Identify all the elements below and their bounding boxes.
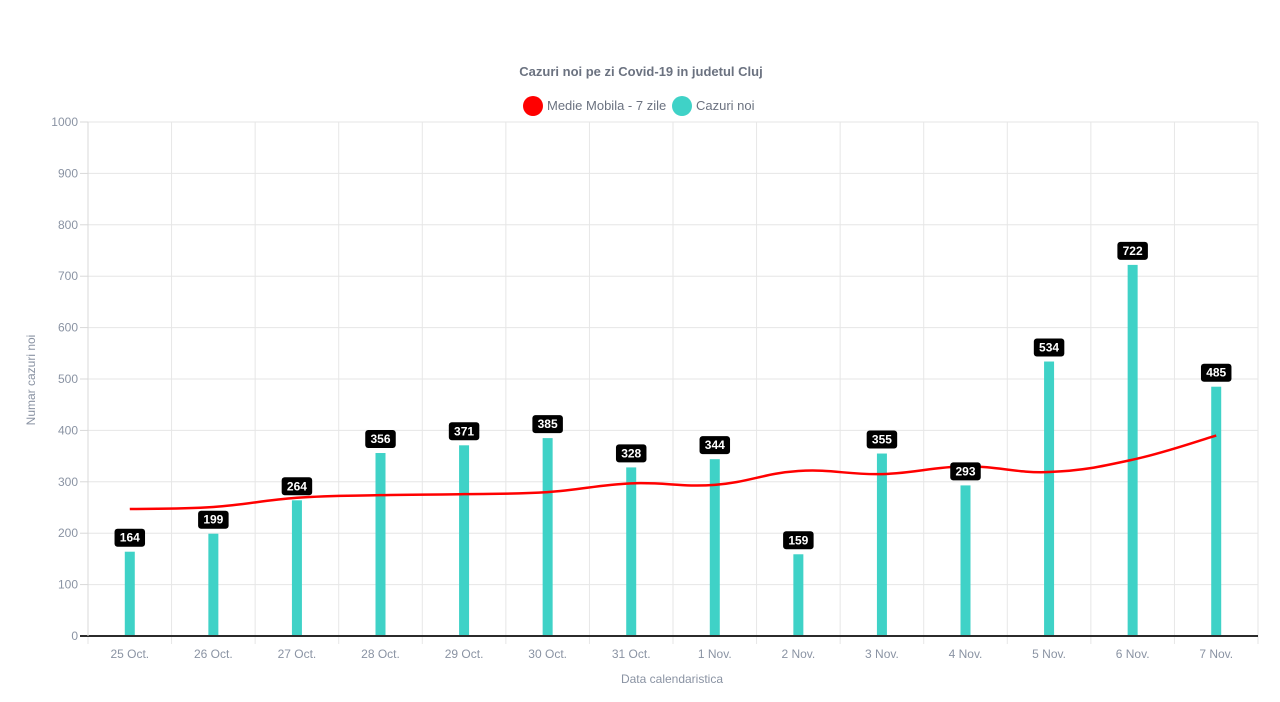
y-tick-label: 900: [58, 166, 78, 180]
data-label: 164: [120, 531, 140, 545]
axes: 0 100 200 300 400 500 600 700 800 900 1000 25 Oct. 2…: [51, 115, 1258, 661]
x-axis-title: Data calendaristica: [621, 672, 723, 686]
data-label: 355: [872, 433, 892, 447]
bar-6-nov[interactable]: [1127, 264, 1138, 636]
data-label-box: [866, 430, 898, 449]
bar-31-oct[interactable]: [626, 467, 637, 636]
data-labels: 164 199 264 356 371 385 328 344 159 355 293 534 722 4…: [114, 241, 1232, 550]
data-label: 344: [705, 438, 725, 452]
data-label-box: [365, 430, 396, 449]
data-label: 371: [454, 424, 474, 438]
x-tick-label: 1 Nov.: [698, 647, 732, 661]
x-tick-label: 29 Oct.: [445, 647, 484, 661]
x-tick-label: 2 Nov.: [781, 647, 815, 661]
y-tick-label: 800: [58, 218, 78, 232]
y-tick-label: 500: [58, 372, 78, 386]
data-label: 356: [370, 432, 390, 446]
y-axis-title: Numar cazuri noi: [24, 335, 38, 426]
data-label-box: [783, 531, 814, 550]
bar-3-nov[interactable]: [876, 453, 887, 636]
legend-label-moving-average: Medie Mobila - 7 zile: [547, 98, 666, 113]
y-tick-label: 400: [58, 423, 78, 437]
legend-marker-moving-average: [523, 96, 543, 116]
data-label-box: [198, 510, 229, 529]
bar-4-nov[interactable]: [960, 485, 971, 636]
data-label: 328: [621, 446, 641, 460]
moving-average-line[interactable]: [129, 434, 1217, 511]
x-tick-label: 31 Oct.: [612, 647, 651, 661]
x-tick-label: 7 Nov.: [1199, 647, 1233, 661]
line-series: [129, 434, 1217, 511]
y-tick-label: 300: [58, 475, 78, 489]
y-tick-label: 200: [58, 526, 78, 540]
x-tick-label: 6 Nov.: [1116, 647, 1150, 661]
bar-1-nov[interactable]: [709, 459, 720, 636]
x-tick-label: 4 Nov.: [949, 647, 983, 661]
chart-title: Cazuri noi pe zi Covid-19 in judetul Clu…: [519, 64, 762, 79]
data-label: 485: [1206, 366, 1226, 380]
x-tick-label: 28 Oct.: [361, 647, 400, 661]
data-label-box: [615, 444, 647, 463]
x-tick-label: 26 Oct.: [194, 647, 233, 661]
bar-30-oct[interactable]: [542, 438, 553, 636]
data-label-box: [699, 436, 731, 455]
data-label-box: [114, 528, 146, 547]
bar-27-oct[interactable]: [291, 500, 302, 636]
data-label-box: [950, 462, 981, 481]
legend-item-new-cases[interactable]: Cazuri noi: [672, 96, 755, 116]
x-tick-label: 3 Nov.: [865, 647, 899, 661]
y-tick-label: 1000: [51, 115, 78, 129]
bar-25-oct[interactable]: [124, 551, 135, 636]
data-label-box: [1200, 363, 1232, 382]
y-tick-label: 100: [58, 578, 78, 592]
data-label: 534: [1039, 341, 1059, 355]
bar-5-nov[interactable]: [1044, 361, 1055, 636]
data-label-box: [448, 422, 480, 441]
x-tick-label: 5 Nov.: [1032, 647, 1066, 661]
bar-2-nov[interactable]: [793, 554, 804, 636]
bar-7-nov[interactable]: [1211, 386, 1222, 636]
x-tick-label: 30 Oct.: [528, 647, 567, 661]
grid: [80, 121, 1259, 644]
data-label-box: [1117, 241, 1148, 260]
data-label: 159: [788, 533, 808, 547]
legend-marker-new-cases: [672, 96, 692, 116]
data-label-box: [1033, 338, 1065, 357]
bar-26-oct[interactable]: [208, 533, 219, 636]
x-tick-label: 25 Oct.: [110, 647, 149, 661]
data-label: 293: [955, 464, 975, 478]
bar-series: [124, 264, 1222, 636]
legend-label-new-cases: Cazuri noi: [696, 98, 755, 113]
x-tick-label: 27 Oct.: [278, 647, 317, 661]
y-tick-label: 0: [71, 629, 78, 643]
data-label-box: [532, 415, 563, 434]
data-label: 264: [287, 479, 307, 493]
bar-28-oct[interactable]: [375, 453, 386, 636]
y-tick-label: 700: [58, 269, 78, 283]
bar-29-oct[interactable]: [459, 445, 470, 636]
legend: Medie Mobila - 7 zile Cazuri noi: [523, 96, 755, 116]
data-label: 385: [538, 417, 558, 431]
data-label-box: [281, 477, 313, 496]
data-label: 722: [1123, 244, 1143, 258]
legend-item-moving-average[interactable]: Medie Mobila - 7 zile: [523, 96, 666, 116]
data-label: 199: [203, 513, 223, 527]
y-tick-label: 600: [58, 321, 78, 335]
